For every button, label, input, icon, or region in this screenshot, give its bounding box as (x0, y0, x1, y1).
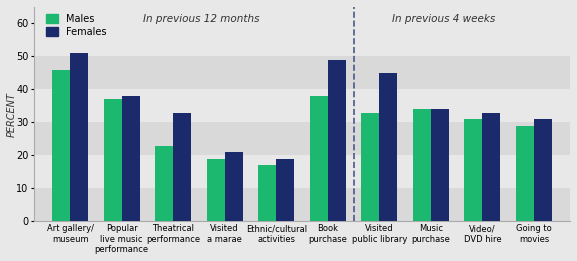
Bar (310, 96, 328, 222)
Bar (34, 188, 570, 222)
Bar (224, 152, 243, 222)
Text: In previous 12 months: In previous 12 months (143, 14, 260, 23)
Bar (173, 112, 191, 222)
Bar (379, 73, 398, 222)
Bar (34, 156, 570, 188)
Bar (104, 99, 122, 222)
Bar (258, 165, 276, 222)
Bar (122, 96, 140, 222)
Text: In previous 4 weeks: In previous 4 weeks (392, 14, 496, 23)
Bar (34, 90, 570, 122)
Bar (276, 159, 294, 222)
Bar (413, 109, 431, 222)
Y-axis label: PERCENT: PERCENT (7, 92, 17, 137)
Bar (534, 119, 552, 222)
Bar (34, 23, 570, 56)
Bar (70, 53, 88, 222)
Bar (361, 112, 379, 222)
Bar (431, 109, 449, 222)
Bar (155, 146, 173, 222)
Bar (328, 60, 346, 222)
Legend: Males, Females: Males, Females (44, 12, 108, 39)
Bar (34, 56, 570, 90)
Bar (482, 112, 500, 222)
Bar (516, 126, 534, 222)
Bar (207, 159, 224, 222)
Bar (52, 70, 70, 222)
Bar (464, 119, 482, 222)
Bar (34, 122, 570, 156)
